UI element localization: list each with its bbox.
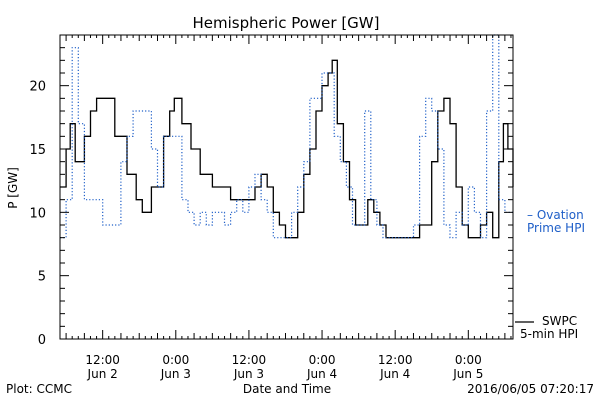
x-tick-time-label: 12:00 (85, 353, 120, 367)
y-axis: 0 5 10 15 20 (29, 34, 513, 348)
x-tick-time-label: 0:00 (309, 353, 336, 367)
y-tick-label: 5 (38, 270, 46, 285)
x-tick-time-label: 12:00 (378, 353, 413, 367)
plot-frame (59, 34, 514, 340)
x-tick-time-label: 0:00 (455, 353, 482, 367)
legend-swpc-line2: 5-min HPI (520, 327, 578, 341)
plot-area (60, 34, 514, 239)
x-tick-date-label: Jun 2 (87, 367, 118, 381)
x-tick-date-label: Jun 3 (160, 367, 191, 381)
y-axis-label: P [GW] (6, 167, 20, 209)
y-tick-label: 0 (38, 333, 46, 348)
y-tick-label: 15 (29, 143, 46, 158)
x-axis-label: Date and Time (243, 382, 331, 396)
legend-swpc-line1: SWPC (542, 314, 577, 328)
x-tick-date-label: Jun 5 (452, 367, 483, 381)
footer-credit: Plot: CCMC (6, 382, 72, 396)
legend-ovation-line2: Prime HPI (527, 221, 585, 235)
x-tick-date-label: Jun 3 (233, 367, 264, 381)
x-tick-date-label: Jun 4 (306, 367, 337, 381)
y-tick-label: 10 (29, 206, 46, 221)
footer-timestamp: 2016/06/05 07:20:17 (467, 382, 594, 396)
x-tick-date-label: Jun 4 (379, 367, 410, 381)
x-tick-time-label: 0:00 (162, 353, 189, 367)
series-line-swpc (60, 59, 514, 239)
chart-title: Hemispheric Power [GW] (193, 14, 380, 32)
series-line-ovation (60, 34, 513, 239)
y-tick-label: 20 (29, 80, 46, 95)
x-tick-time-label: 12:00 (232, 353, 267, 367)
legend-ovation-line1: – Ovation (527, 208, 584, 222)
